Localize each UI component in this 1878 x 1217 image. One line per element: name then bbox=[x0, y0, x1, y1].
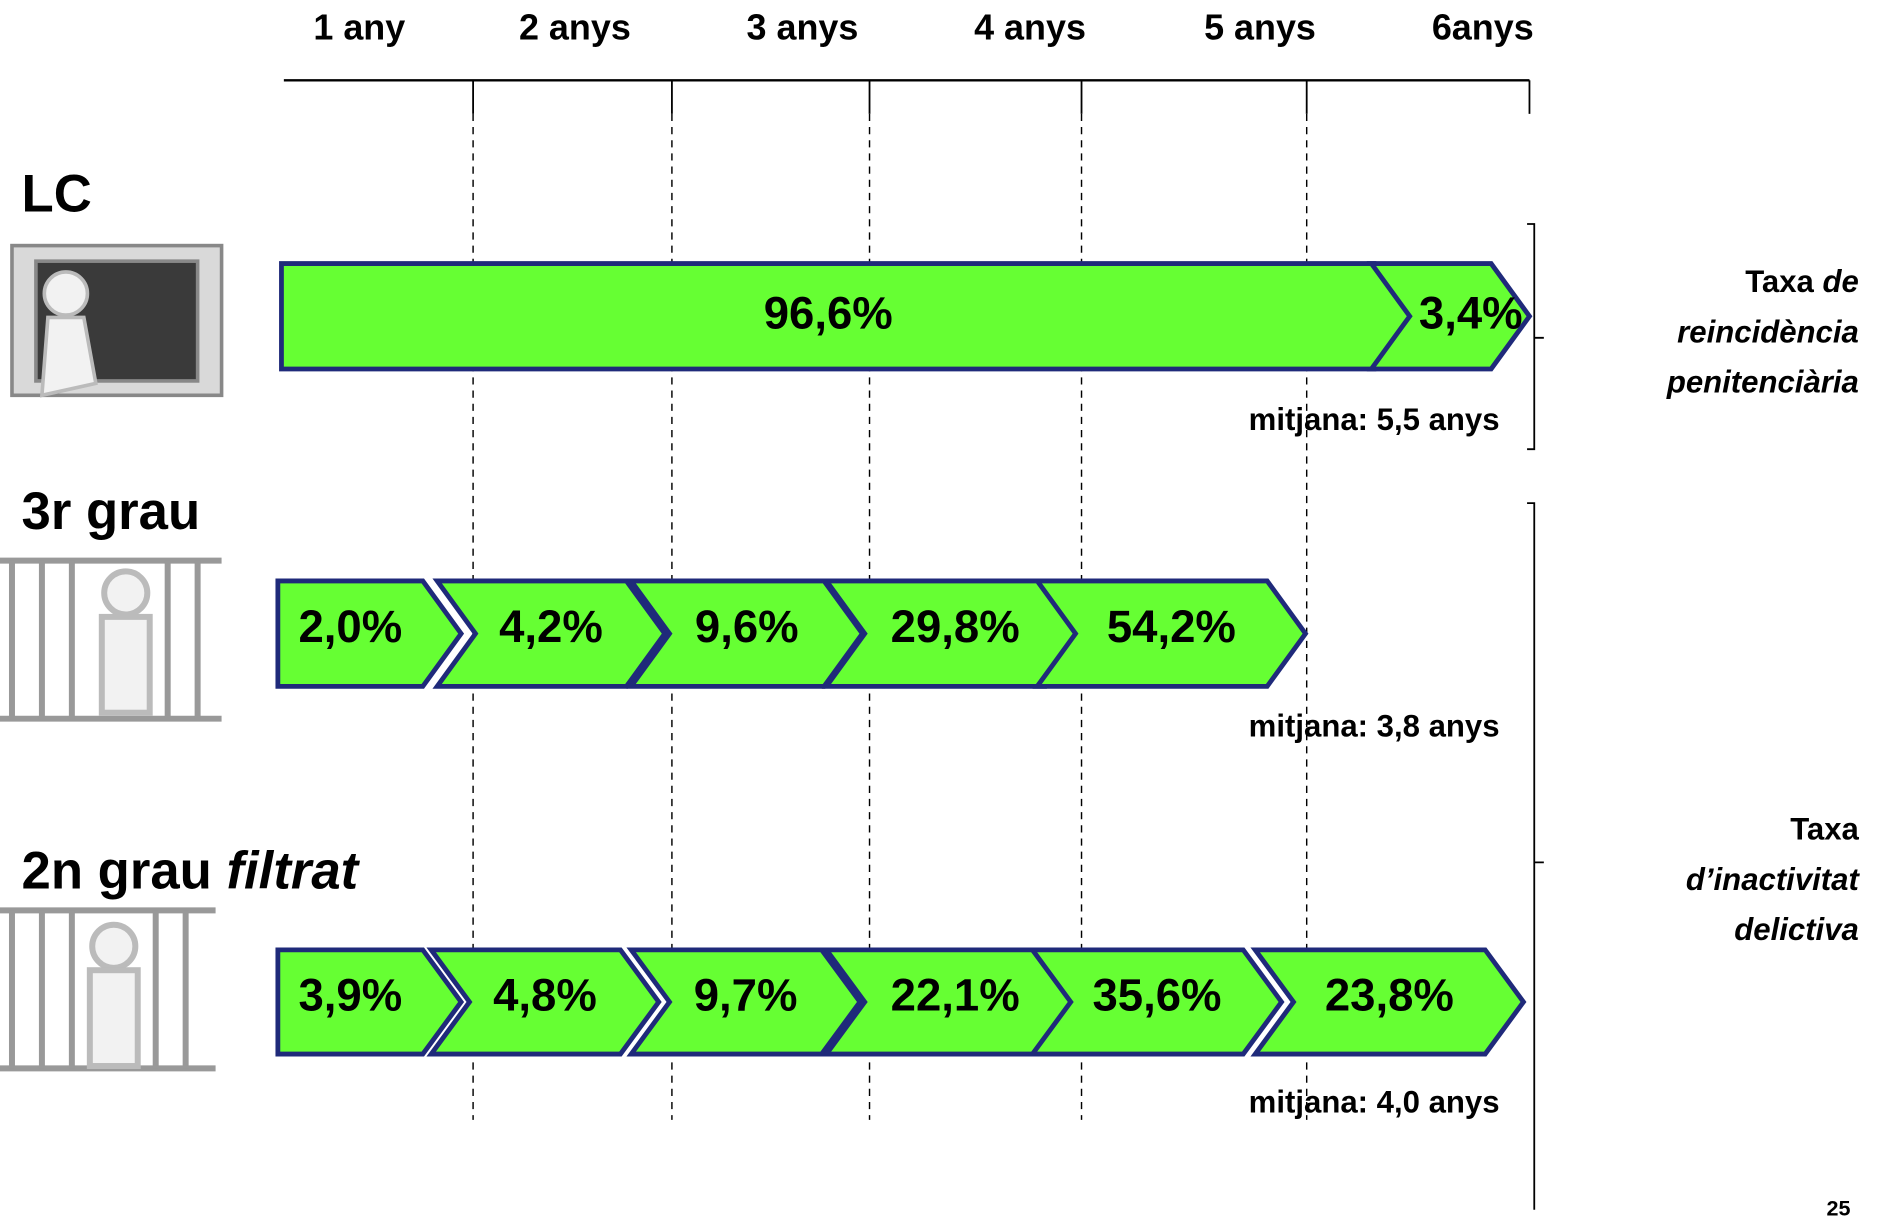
segment-value: 3,9% bbox=[298, 969, 402, 1020]
year-label: 2 anys bbox=[519, 6, 631, 47]
segment-value: 4,2% bbox=[499, 601, 603, 652]
bracket bbox=[1527, 224, 1544, 449]
side-line: delictiva bbox=[1734, 912, 1859, 947]
bracket bbox=[1527, 503, 1544, 1210]
icon-cage bbox=[0, 561, 222, 719]
page: {"timeline": ["1 any", "2 anys", "3 anys… bbox=[0, 0, 1878, 1217]
row-label-text: LC bbox=[22, 165, 92, 224]
side-line: penitenciària bbox=[1666, 365, 1859, 400]
year-label: 1 any bbox=[313, 6, 405, 47]
segment-value: 2,0% bbox=[298, 601, 402, 652]
row-label: LC bbox=[22, 165, 92, 224]
segment-value: 23,8% bbox=[1325, 969, 1454, 1020]
year-label: 6anys bbox=[1432, 6, 1534, 47]
segment-value: 9,7% bbox=[694, 969, 798, 1020]
mean-label: mitjana: 4,0 anys bbox=[1249, 1085, 1500, 1120]
icon-cage bbox=[0, 910, 216, 1068]
side-heading-text: Taxa bbox=[1790, 811, 1859, 846]
mean-label: mitjana: 5,5 anys bbox=[1249, 402, 1500, 437]
row-label-text: 3r grau bbox=[22, 482, 201, 541]
row-label: 2n grau filtrat bbox=[22, 841, 361, 900]
year-label: 5 anys bbox=[1204, 6, 1316, 47]
segment-value: 22,1% bbox=[891, 969, 1020, 1020]
segment-value: 54,2% bbox=[1107, 601, 1236, 652]
side-heading-italic: de bbox=[1823, 264, 1859, 299]
page-number: 25 bbox=[1826, 1195, 1850, 1217]
row-label-italic: filtrat bbox=[227, 841, 361, 900]
segment-value: 4,8% bbox=[493, 969, 597, 1020]
side-line: d’inactivitat bbox=[1686, 862, 1861, 897]
row-label: 3r grau bbox=[22, 482, 201, 541]
side-heading: Taxa bbox=[1790, 811, 1859, 846]
year-label: 3 anys bbox=[747, 6, 859, 47]
icon-door bbox=[12, 246, 222, 396]
segment-value: 3,4% bbox=[1419, 287, 1523, 338]
segment-value: 96,6% bbox=[764, 287, 893, 338]
slide: 1 any 2 anys 3 anys 4 anys 5 anys 6anys LC 96,6… bbox=[0, 0, 1878, 1217]
year-label: 4 anys bbox=[974, 6, 1086, 47]
segment-value: 29,8% bbox=[891, 601, 1020, 652]
side-line: reincidència bbox=[1677, 314, 1859, 349]
mean-label: mitjana: 3,8 anys bbox=[1249, 708, 1500, 743]
segment-value: 35,6% bbox=[1092, 969, 1221, 1020]
row-label-text: 2n grau bbox=[22, 841, 212, 900]
segment-value: 9,6% bbox=[695, 601, 799, 652]
side-heading: Taxa de bbox=[1745, 264, 1859, 299]
side-heading-text: Taxa bbox=[1745, 264, 1814, 299]
